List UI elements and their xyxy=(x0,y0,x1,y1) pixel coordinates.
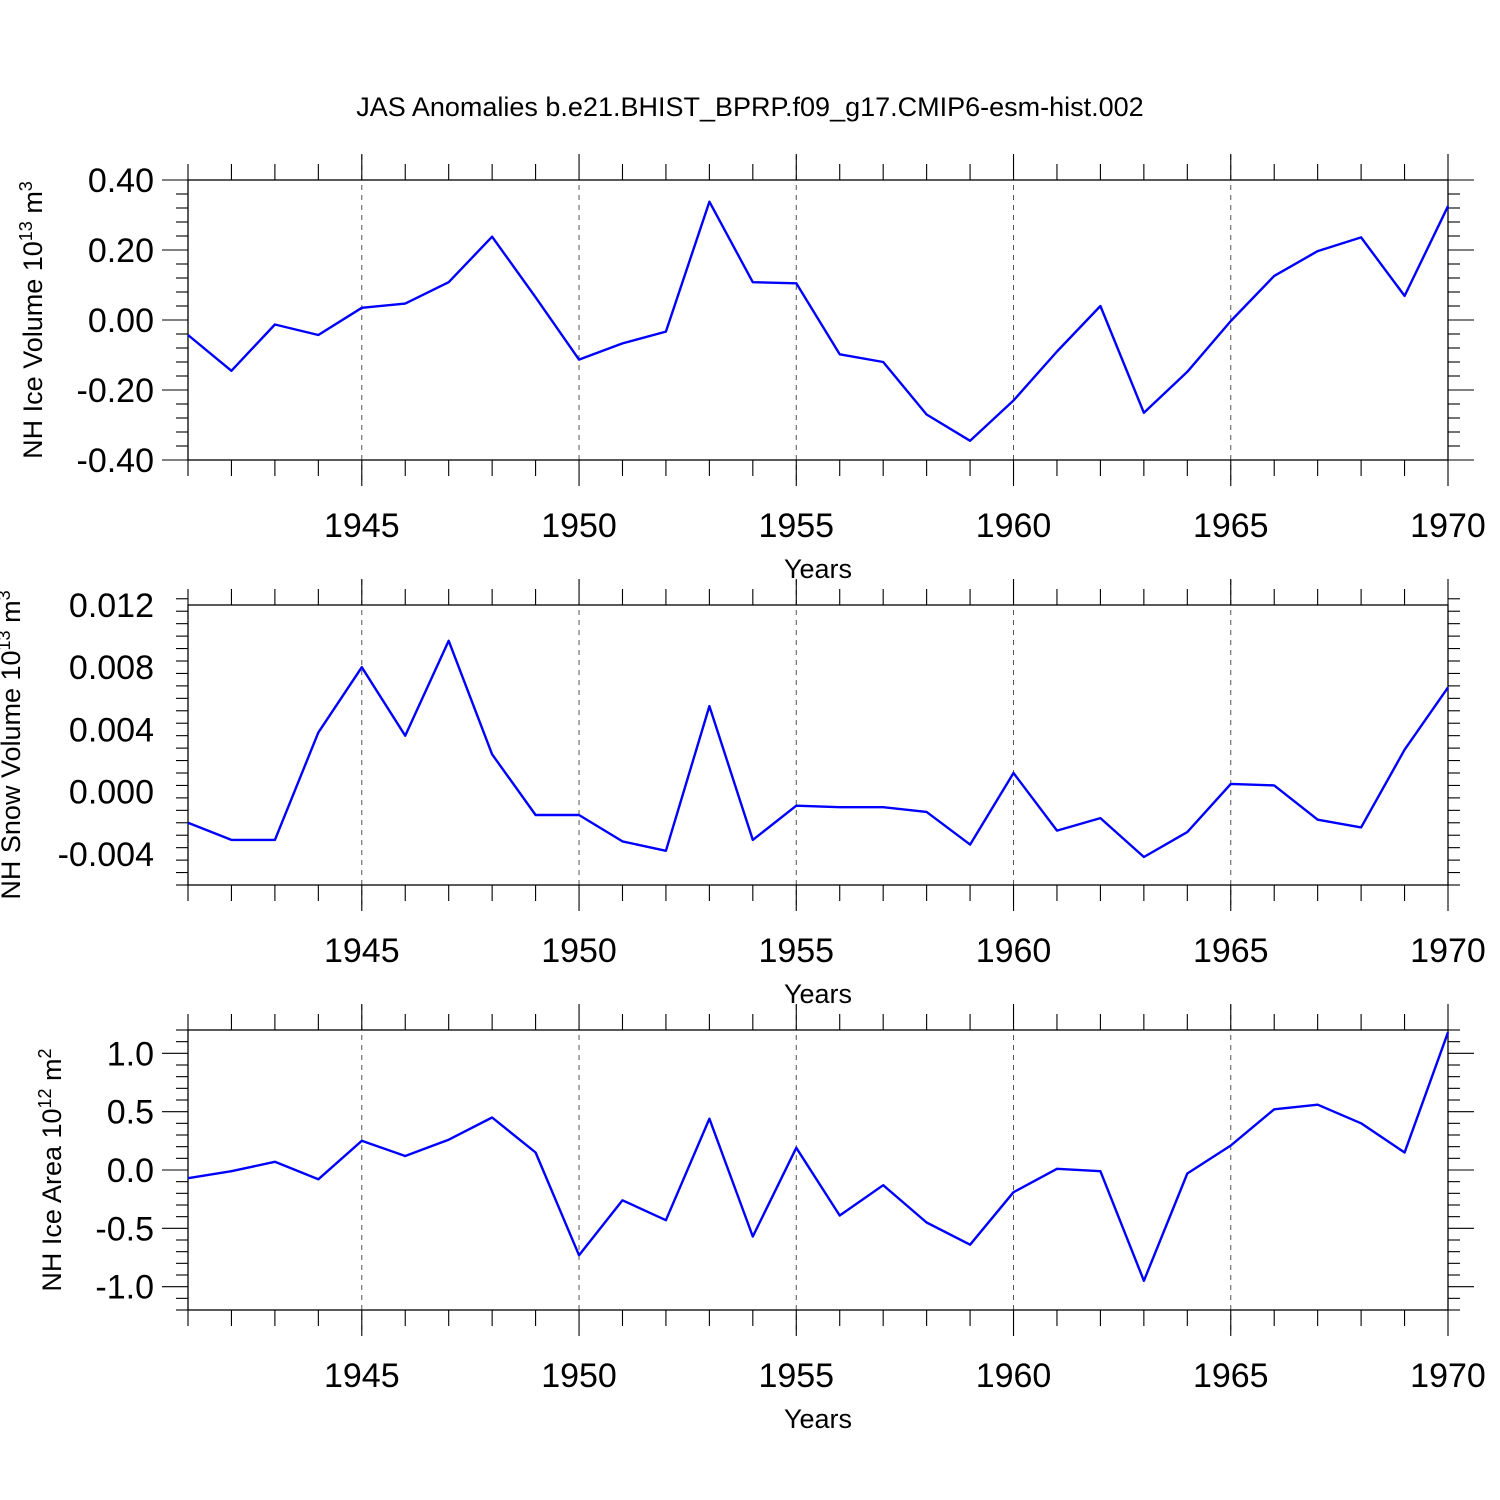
y-tick-label: 0.0 xyxy=(107,1152,154,1190)
x-tick-label: 1955 xyxy=(758,507,834,545)
y-tick-label: 0.000 xyxy=(69,774,154,812)
x-tick-label: 1960 xyxy=(976,932,1052,970)
chart-panel-3: 1945 1950 1955 1960 1965 1970 -1.0 -0.5 0.0 0.5 1.… xyxy=(35,1004,1486,1434)
x-tick-label: 1965 xyxy=(1193,932,1269,970)
chart-panel-2: 1945 1950 1955 1960 1965 1970 -0.004 0.000 0.004… xyxy=(0,579,1486,1009)
panels: 1945 1950 1955 1960 1965 1970 -0.40 -0.20 0.00 0.… xyxy=(0,154,1486,1434)
x-tick-label: 1950 xyxy=(541,1357,617,1395)
y-tick-label: -0.40 xyxy=(77,442,155,480)
y-tick-label: 0.012 xyxy=(69,587,154,625)
y-tick-label: 0.20 xyxy=(88,232,154,270)
y-axis-title: NH Snow Volume 1013 m3 xyxy=(0,590,26,899)
x-tick-label: 1945 xyxy=(324,1357,400,1395)
y-tick-label: -1.0 xyxy=(95,1269,154,1307)
chart-panel-1: 1945 1950 1955 1960 1965 1970 -0.40 -0.20 0.00 0.… xyxy=(16,154,1486,584)
x-tick-label: 1950 xyxy=(541,507,617,545)
chart-title: JAS Anomalies b.e21.BHIST_BPRP.f09_g17.C… xyxy=(356,92,1143,122)
series-line xyxy=(187,200,1450,442)
y-axis-title: NH Ice Volume 1013 m3 xyxy=(16,181,48,459)
y-tick-label: -0.5 xyxy=(95,1210,154,1248)
x-tick-label: 1965 xyxy=(1193,1357,1269,1395)
y-tick-label: -0.20 xyxy=(77,372,155,410)
y-tick-label: 0.40 xyxy=(88,162,154,200)
plot-frame xyxy=(187,604,1449,886)
y-tick-label: 0.008 xyxy=(69,649,154,687)
x-tick-label: 1970 xyxy=(1410,932,1486,970)
x-tick-label: 1965 xyxy=(1193,507,1269,545)
y-tick-label: -0.004 xyxy=(58,836,154,874)
y-tick-label: 0.004 xyxy=(69,711,154,749)
series-line xyxy=(187,1031,1450,1283)
x-tick-label: 1970 xyxy=(1410,507,1486,545)
x-tick-label: 1970 xyxy=(1410,1357,1486,1395)
series-line xyxy=(187,639,1449,859)
y-axis-title: NH Ice Area 1012 m2 xyxy=(35,1048,67,1291)
y-tick-label: 0.00 xyxy=(88,302,154,340)
x-tick-label: 1955 xyxy=(758,932,834,970)
x-tick-label: 1950 xyxy=(541,932,617,970)
y-tick-label: 1.0 xyxy=(107,1035,154,1073)
x-axis-title: Years xyxy=(784,554,852,584)
plot-frame xyxy=(187,1029,1449,1311)
x-tick-label: 1955 xyxy=(758,1357,834,1395)
x-tick-label: 1945 xyxy=(324,507,400,545)
x-tick-label: 1945 xyxy=(324,932,400,970)
x-axis-title: Years xyxy=(784,979,852,1009)
x-tick-label: 1960 xyxy=(976,1357,1052,1395)
y-tick-label: 0.5 xyxy=(107,1094,154,1132)
x-tick-label: 1960 xyxy=(976,507,1052,545)
x-axis-title: Years xyxy=(784,1404,852,1434)
